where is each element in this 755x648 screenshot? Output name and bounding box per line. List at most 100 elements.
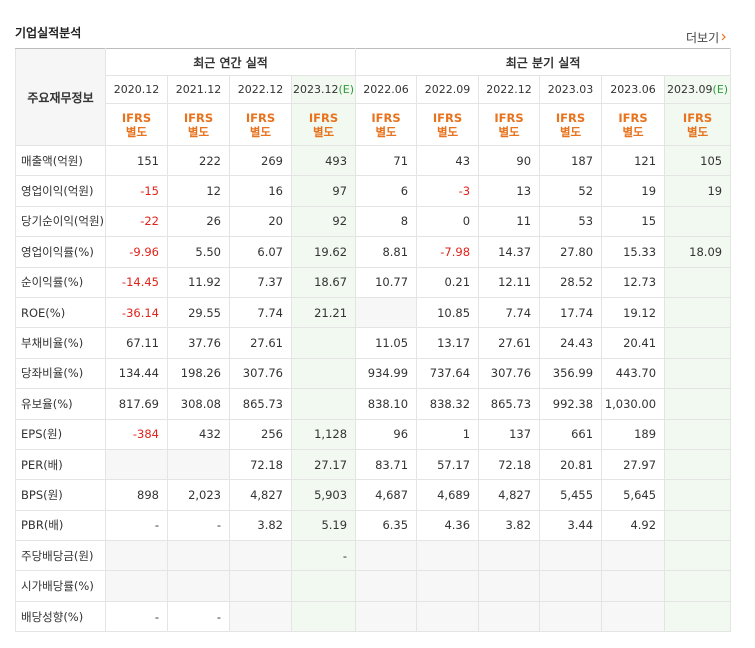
- empty-cell: [664, 357, 732, 390]
- data-row: 매출액(억원) 151 222 269 493 71 43 90 187 121 105: [15, 144, 732, 177]
- standard-header: IFRS 별도: [539, 103, 603, 146]
- corner-header: 주요재무정보: [15, 48, 106, 146]
- period: 2023.03: [547, 83, 594, 96]
- period: 2023.12: [293, 83, 339, 96]
- value-cell: 4.36: [416, 509, 480, 542]
- value-cell: 90: [478, 144, 541, 177]
- row-label: PER(배): [15, 448, 106, 481]
- empty-cell: [664, 448, 732, 481]
- value-cell: 7.74: [229, 296, 292, 329]
- value-cell: 137: [478, 418, 541, 450]
- value-cell: -: [167, 509, 230, 542]
- row-label: 당좌비율(%): [15, 357, 106, 390]
- row-label: 배당성향(%): [15, 600, 106, 633]
- empty-cell: [539, 570, 603, 602]
- empty-cell: [664, 418, 732, 450]
- row-label: BPS(원): [15, 479, 106, 511]
- value-cell: 15: [601, 205, 666, 238]
- standard: 별도: [125, 124, 148, 139]
- value-cell: -: [105, 509, 168, 542]
- value-cell: 11.92: [167, 266, 230, 298]
- value-cell: 72.18: [229, 448, 292, 481]
- empty-cell: [416, 600, 480, 633]
- value-cell: -: [167, 600, 230, 633]
- empty-cell: [229, 540, 292, 572]
- row-label: ROE(%): [15, 296, 106, 329]
- standard-header: IFRS 별도: [355, 103, 418, 146]
- value-cell: 307.76: [229, 357, 292, 390]
- data-row: 영업이익(억원) -15 12 16 97 6 -3 13 52 19 19: [15, 175, 732, 207]
- value-cell: 72.18: [478, 448, 541, 481]
- standard: 별도: [559, 124, 582, 139]
- row-label: EPS(원): [15, 418, 106, 450]
- value-cell: 18.09: [664, 236, 732, 268]
- value-cell: 24.43: [539, 327, 603, 359]
- standard-header: IFRS 별도: [601, 103, 666, 146]
- value-cell: 189: [601, 418, 666, 450]
- value-cell: 29.55: [167, 296, 230, 329]
- value-cell: 10.85: [416, 296, 480, 329]
- empty-cell: [105, 448, 168, 481]
- value-cell: 12: [167, 175, 230, 207]
- data-row: 당기순이익(억원) -22 26 20 92 8 0 11 53 15: [15, 205, 732, 238]
- value-cell: 8: [355, 205, 418, 238]
- value-cell: 838.32: [416, 388, 480, 420]
- empty-cell: [355, 540, 418, 572]
- value-cell: -7.98: [416, 236, 480, 268]
- empty-cell: [355, 570, 418, 602]
- estimate-mark: (E): [338, 83, 355, 96]
- row-label: 당기순이익(억원): [15, 205, 106, 238]
- empty-cell: [105, 540, 168, 572]
- standard-header: IFRS 별도: [664, 103, 732, 146]
- value-cell: 356.99: [539, 357, 603, 390]
- value-cell: 992.38: [539, 388, 603, 420]
- value-cell: 6.35: [355, 509, 418, 542]
- value-cell: 52: [539, 175, 603, 207]
- more-link[interactable]: 더보기: [686, 31, 720, 45]
- empty-cell: [355, 296, 418, 329]
- value-cell: 19: [664, 175, 732, 207]
- value-cell: 6.07: [229, 236, 292, 268]
- data-row: ROE(%) -36.14 29.55 7.74 21.21 10.85 7.74 17.74…: [15, 296, 732, 329]
- row-label: 영업이익(억원): [15, 175, 106, 207]
- value-cell: 934.99: [355, 357, 418, 390]
- empty-cell: [478, 570, 541, 602]
- empty-cell: [167, 448, 230, 481]
- value-cell: 2,023: [167, 479, 230, 511]
- period-header: 2021.12: [167, 75, 230, 104]
- period-header: 2023.12(E): [290, 75, 357, 104]
- empty-cell: [664, 570, 732, 602]
- value-cell: 493: [290, 144, 357, 177]
- standard: 별도: [436, 124, 459, 139]
- data-row: 배당성향(%) - -: [15, 600, 732, 633]
- standard-header: IFRS 별도: [416, 103, 480, 146]
- period-header: 2023.09(E): [664, 75, 732, 104]
- value-cell: 96: [355, 418, 418, 450]
- value-cell: 222: [167, 144, 230, 177]
- empty-cell: [290, 570, 357, 602]
- value-cell: 4,689: [416, 479, 480, 511]
- value-cell: 7.74: [478, 296, 541, 329]
- value-cell: 5.50: [167, 236, 230, 268]
- empty-cell: [416, 570, 480, 602]
- value-cell: 269: [229, 144, 292, 177]
- value-cell: 1,030.00: [601, 388, 666, 420]
- empty-cell: [105, 570, 168, 602]
- period: 2023.06: [610, 83, 656, 96]
- value-cell: 307.76: [478, 357, 541, 390]
- period-header: 2023.03: [539, 75, 603, 104]
- more-arrow-icon[interactable]: [721, 33, 726, 41]
- period: 2020.12: [113, 83, 160, 96]
- data-row: 부채비율(%) 67.11 37.76 27.61 11.05 13.17 27.61 24.…: [15, 327, 732, 359]
- table-body: 주요재무정보 최근 연간 실적 최근 분기 실적 2020.12 2021.12 2022…: [15, 48, 732, 633]
- value-cell: -: [290, 540, 357, 572]
- standard: IFRS: [555, 110, 586, 125]
- empty-cell: [478, 540, 541, 572]
- value-cell: 16: [229, 175, 292, 207]
- standard-header: IFRS 별도: [229, 103, 292, 146]
- value-cell: 1: [416, 418, 480, 450]
- value-cell: 19: [601, 175, 666, 207]
- header-row: 2020.12 2021.12 2022.12 2023.12(E) 2022.06 20…: [16, 75, 732, 104]
- value-cell: 83.71: [355, 448, 418, 481]
- value-cell: 838.10: [355, 388, 418, 420]
